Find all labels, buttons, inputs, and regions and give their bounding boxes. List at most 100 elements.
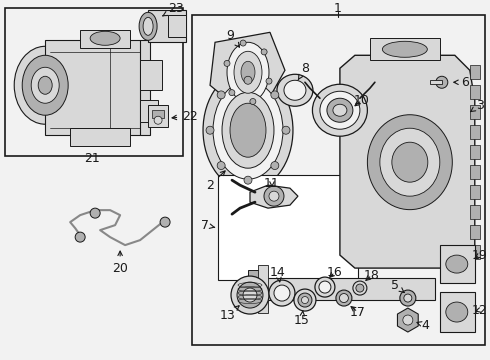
Bar xyxy=(470,105,480,119)
Circle shape xyxy=(271,162,279,170)
Ellipse shape xyxy=(90,31,120,45)
Ellipse shape xyxy=(333,104,347,116)
Bar xyxy=(470,145,480,159)
Text: 16: 16 xyxy=(327,266,343,279)
Ellipse shape xyxy=(274,285,290,301)
Ellipse shape xyxy=(213,81,283,179)
Circle shape xyxy=(229,90,235,96)
Ellipse shape xyxy=(22,55,68,115)
Text: 6: 6 xyxy=(454,76,469,89)
Circle shape xyxy=(240,40,246,46)
Ellipse shape xyxy=(230,103,266,157)
Ellipse shape xyxy=(446,255,468,273)
Bar xyxy=(470,245,480,259)
Ellipse shape xyxy=(222,92,274,168)
Ellipse shape xyxy=(139,12,157,40)
Text: 20: 20 xyxy=(112,251,128,275)
Ellipse shape xyxy=(320,91,360,129)
Bar xyxy=(148,10,186,42)
Text: 9: 9 xyxy=(226,29,240,47)
Bar xyxy=(148,105,168,127)
Bar xyxy=(440,245,475,283)
Circle shape xyxy=(90,208,100,218)
Bar xyxy=(470,85,480,99)
Ellipse shape xyxy=(340,293,348,302)
Ellipse shape xyxy=(301,297,308,303)
Text: 15: 15 xyxy=(294,311,310,327)
Ellipse shape xyxy=(227,42,269,102)
Bar xyxy=(192,15,485,345)
Circle shape xyxy=(250,99,256,104)
Circle shape xyxy=(206,126,214,134)
Ellipse shape xyxy=(269,280,295,306)
Bar xyxy=(152,110,164,118)
Ellipse shape xyxy=(313,84,368,136)
Text: 8: 8 xyxy=(298,62,309,80)
Bar xyxy=(470,205,480,219)
Text: 1: 1 xyxy=(334,2,342,15)
Ellipse shape xyxy=(14,46,76,124)
Bar xyxy=(140,60,162,90)
Ellipse shape xyxy=(241,61,255,83)
Ellipse shape xyxy=(327,98,353,122)
Bar xyxy=(470,65,480,79)
Circle shape xyxy=(217,162,225,170)
Bar xyxy=(370,38,440,60)
Text: 21: 21 xyxy=(84,152,100,165)
Polygon shape xyxy=(250,185,298,208)
Bar xyxy=(470,225,480,239)
Ellipse shape xyxy=(353,281,367,295)
Text: 11: 11 xyxy=(264,177,280,190)
Ellipse shape xyxy=(336,290,352,306)
Ellipse shape xyxy=(231,276,269,314)
Bar xyxy=(45,40,150,135)
Circle shape xyxy=(436,76,448,88)
Ellipse shape xyxy=(298,293,312,307)
Text: 23: 23 xyxy=(163,2,184,16)
Text: 22: 22 xyxy=(172,110,198,123)
Text: 19: 19 xyxy=(472,249,488,262)
Bar xyxy=(470,185,480,199)
Ellipse shape xyxy=(294,289,316,311)
Ellipse shape xyxy=(277,74,313,106)
Bar xyxy=(250,278,435,300)
Text: 3: 3 xyxy=(470,99,484,112)
Text: 13: 13 xyxy=(220,306,239,321)
Text: 7: 7 xyxy=(201,219,215,231)
Ellipse shape xyxy=(382,41,427,57)
Ellipse shape xyxy=(404,294,412,302)
Bar xyxy=(80,30,130,48)
Ellipse shape xyxy=(368,115,452,210)
Text: 17: 17 xyxy=(350,306,366,319)
Circle shape xyxy=(154,116,162,124)
Circle shape xyxy=(271,91,279,99)
Polygon shape xyxy=(210,32,285,108)
Circle shape xyxy=(282,126,290,134)
Ellipse shape xyxy=(315,277,335,297)
Circle shape xyxy=(244,176,252,184)
Ellipse shape xyxy=(234,51,262,93)
Circle shape xyxy=(403,315,413,325)
Bar xyxy=(430,80,442,84)
Polygon shape xyxy=(397,308,418,332)
Ellipse shape xyxy=(203,70,293,190)
Bar xyxy=(470,125,480,139)
Circle shape xyxy=(266,78,272,84)
Bar xyxy=(5,8,183,156)
Circle shape xyxy=(269,191,279,201)
Ellipse shape xyxy=(380,128,440,196)
Ellipse shape xyxy=(243,288,257,302)
Ellipse shape xyxy=(237,282,263,308)
Circle shape xyxy=(261,49,267,55)
Bar xyxy=(248,270,262,308)
Circle shape xyxy=(224,60,230,66)
Ellipse shape xyxy=(284,80,306,100)
Text: 18: 18 xyxy=(364,269,380,282)
Circle shape xyxy=(75,232,85,242)
Ellipse shape xyxy=(400,290,416,306)
Text: 2: 2 xyxy=(206,171,225,192)
Bar xyxy=(218,175,358,280)
Text: 5: 5 xyxy=(391,279,404,292)
Polygon shape xyxy=(340,55,475,268)
Circle shape xyxy=(264,186,284,206)
